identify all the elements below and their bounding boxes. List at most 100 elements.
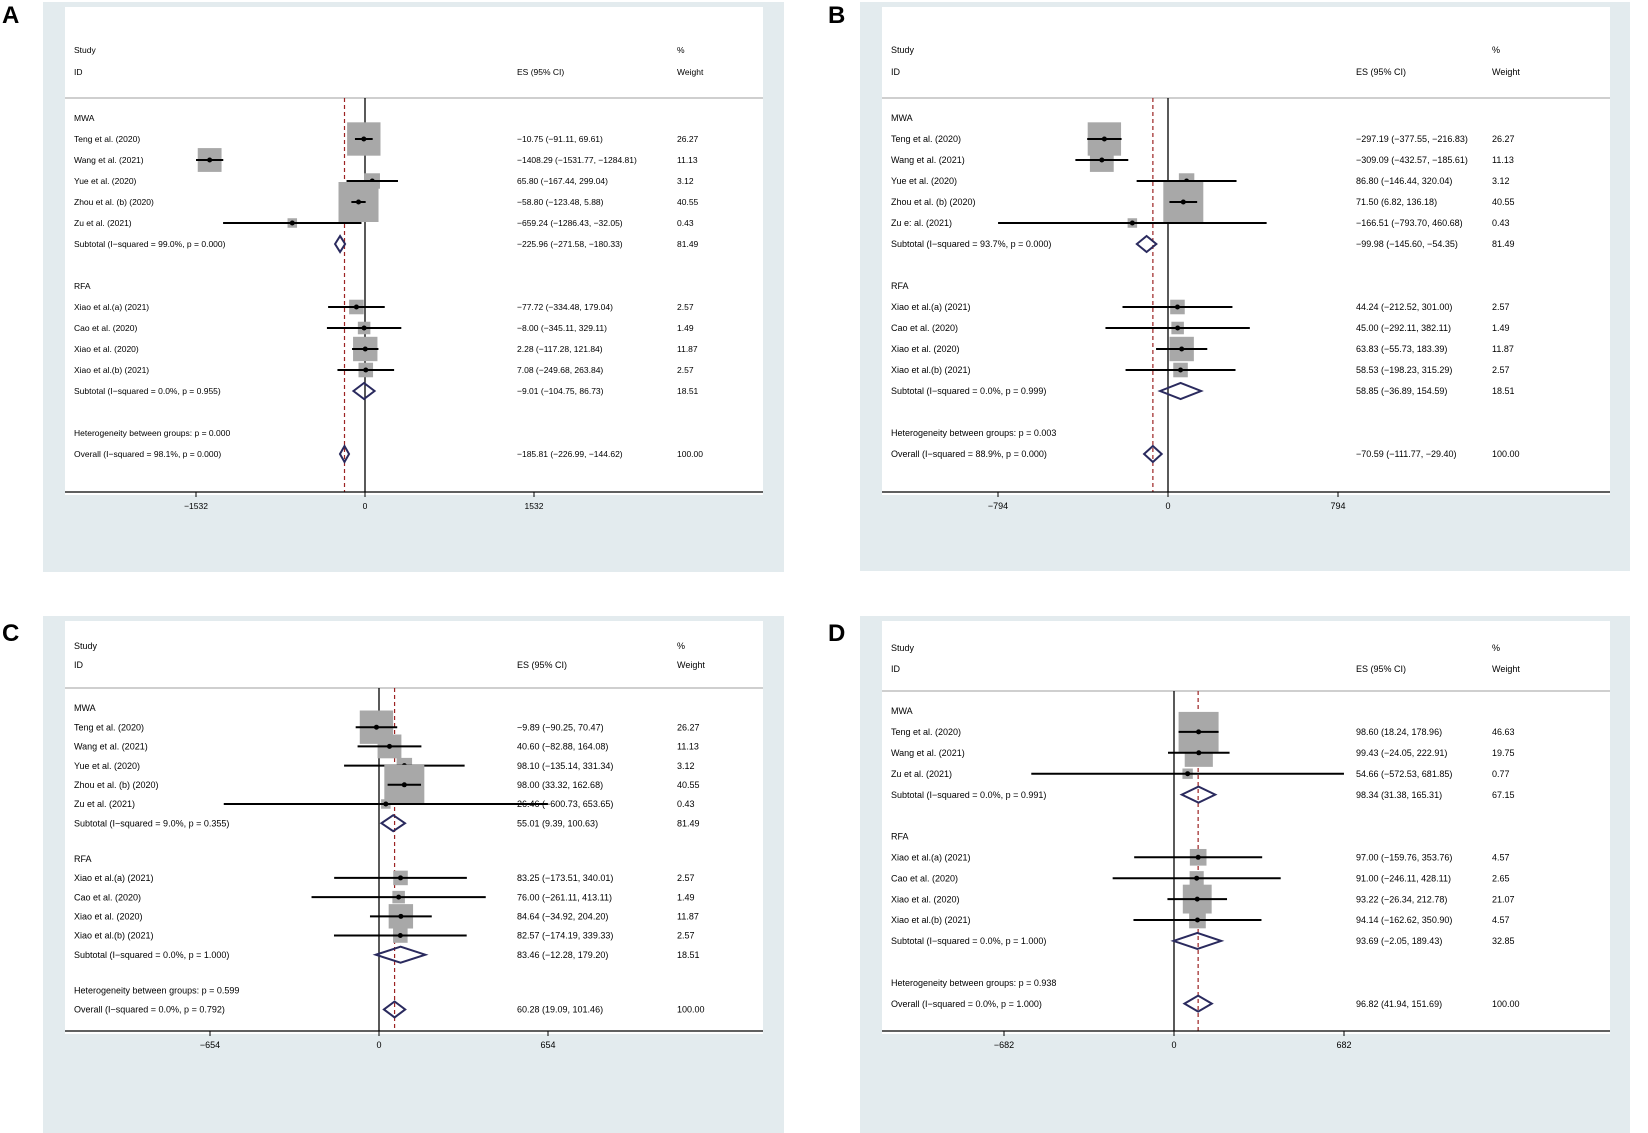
- point-estimate: [1129, 220, 1135, 226]
- header-percent: %: [677, 45, 685, 55]
- point-estimate: [398, 913, 404, 919]
- subtotal-weight-text: 81.49: [677, 239, 699, 249]
- subtotal-label: Subtotal (I−squared = 0.0%, p = 1.000): [891, 936, 1046, 946]
- study-ci-text: −58.80 (−123.48, 5.88): [517, 197, 604, 207]
- x-tick-label: 1532: [525, 501, 544, 511]
- overall-label: Overall (I−squared = 0.0%, p = 0.792): [74, 1005, 225, 1015]
- study-weight-text: 11.87: [677, 344, 698, 354]
- group-label: RFA: [891, 832, 909, 842]
- x-tick-label: 0: [1171, 1040, 1176, 1050]
- forest-plot-a: Study ID ES (95% CI)% Weight MWA Teng et al. …: [65, 7, 763, 511]
- study-weight-text: 2.57: [677, 302, 694, 312]
- x-tick-label: 0: [376, 1040, 381, 1050]
- overall-label: Overall (I−squared = 88.9%, p = 0.000): [891, 449, 1047, 459]
- header-es: ES (95% CI): [517, 660, 567, 670]
- study-label: Wang et al. (2021): [891, 155, 965, 165]
- forest-panel-d: Study ID ES (95% CI)% Weight MWA Teng et al. …: [860, 616, 1630, 1133]
- study-label: Cao et al. (2020): [74, 892, 141, 902]
- header-study: Study: [74, 45, 96, 55]
- panel-letter-a: A: [2, 2, 20, 29]
- subtotal-weight-text: 18.51: [677, 386, 699, 396]
- subtotal-label: Subtotal (I−squared = 0.0%, p = 0.999): [891, 386, 1046, 396]
- x-tick-label: −794: [988, 501, 1008, 511]
- overall-diamond: [338, 443, 351, 465]
- study-ci-text: 26.46 (−600.73, 653.65): [517, 799, 613, 809]
- overall-weight-text: 100.00: [1492, 999, 1520, 1009]
- point-estimate: [1179, 346, 1185, 352]
- point-estimate: [207, 157, 213, 163]
- overall-weight-text: 100.00: [677, 449, 703, 459]
- x-tick-label: 0: [363, 501, 368, 511]
- subtotal-diamond: [333, 234, 347, 254]
- subtotal-label: Subtotal (I−squared = 0.0%, p = 0.955): [74, 386, 221, 396]
- study-ci-text: −659.24 (−1286.43, −32.05): [517, 218, 623, 228]
- subtotal-weight-text: 67.15: [1492, 790, 1515, 800]
- study-ci-text: −8.00 (−345.11, 329.11): [517, 323, 607, 333]
- study-ci-text: −9.89 (−90.25, 70.47): [517, 722, 604, 732]
- header-weight: Weight: [677, 660, 705, 670]
- point-estimate: [363, 367, 369, 373]
- study-label: Xiao et al.(a) (2021): [74, 873, 154, 883]
- study-weight-text: 1.49: [677, 892, 695, 902]
- study-weight-text: 4.57: [1492, 852, 1510, 862]
- point-estimate: [1196, 729, 1202, 735]
- study-weight-text: 0.43: [1492, 218, 1510, 228]
- point-estimate: [356, 199, 362, 205]
- panel-letter-b: B: [828, 2, 846, 29]
- study-weight-text: 2.57: [1492, 302, 1510, 312]
- point-estimate: [396, 894, 402, 900]
- header-study: Study: [891, 643, 915, 653]
- study-weight-text: 3.12: [677, 761, 695, 771]
- header-es: ES (95% CI): [1356, 664, 1406, 674]
- group-label: RFA: [74, 281, 91, 291]
- study-weight-text: 40.55: [1492, 197, 1515, 207]
- group-label: MWA: [74, 113, 95, 123]
- study-label: Wang et al. (2021): [891, 748, 965, 758]
- study-weight-text: 11.87: [677, 911, 699, 921]
- point-estimate: [362, 346, 368, 352]
- subtotal-diamond: [351, 381, 377, 401]
- header-id: ID: [891, 664, 901, 674]
- study-weight-text: 0.77: [1492, 769, 1510, 779]
- panel-letter-c: C: [2, 620, 20, 647]
- study-ci-text: 63.83 (−55.73, 183.39): [1356, 344, 1447, 354]
- point-estimate: [361, 136, 367, 142]
- study-ci-text: 98.60 (18.24, 178.96): [1356, 727, 1442, 737]
- subtotal-ci-text: 93.69 (−2.05, 189.43): [1356, 936, 1442, 946]
- point-estimate: [398, 875, 404, 881]
- overall-diamond: [1142, 444, 1164, 464]
- study-ci-text: 94.14 (−162.62, 350.90): [1356, 915, 1452, 925]
- header-id: ID: [891, 67, 901, 77]
- subtotal-label: Subtotal (I−squared = 0.0%, p = 1.000): [74, 950, 229, 960]
- subtotal-label: Subtotal (I−squared = 99.0%, p = 0.000): [74, 239, 226, 249]
- study-label: Xiao et al. (2020): [74, 344, 139, 354]
- study-weight-text: 26.27: [677, 722, 700, 732]
- study-weight-text: 11.13: [1492, 155, 1514, 165]
- study-label: Yue et al. (2020): [74, 176, 137, 186]
- subtotal-weight-text: 81.49: [677, 818, 700, 828]
- study-label: Cao et al. (2020): [74, 323, 137, 333]
- group-label: MWA: [891, 113, 913, 123]
- study-label: Zu e: al. (2021): [891, 218, 952, 228]
- study-ci-text: 98.00 (33.32, 162.68): [517, 780, 603, 790]
- study-weight-text: 26.27: [1492, 134, 1515, 144]
- point-estimate: [1194, 875, 1200, 881]
- point-estimate: [353, 304, 359, 310]
- point-estimate: [383, 801, 389, 807]
- study-weight-text: 3.12: [677, 176, 694, 186]
- header-study: Study: [891, 45, 915, 55]
- study-ci-text: 44.24 (−212.52, 301.00): [1356, 302, 1452, 312]
- study-label: Wang et al. (2021): [74, 742, 148, 752]
- header-study: Study: [74, 641, 98, 651]
- study-ci-text: 84.64 (−34.92, 204.20): [517, 911, 608, 921]
- study-ci-text: −10.75 (−91.11, 69.61): [517, 134, 603, 144]
- overall-label: Overall (I−squared = 98.1%, p = 0.000): [74, 449, 221, 459]
- forest-plot-c: Study ID ES (95% CI)% Weight MWA Teng et al. …: [65, 621, 763, 1050]
- study-label: Xiao et al. (2020): [74, 911, 143, 921]
- point-estimate: [1178, 367, 1184, 373]
- study-ci-text: 2.28 (−117.28, 121.84): [517, 344, 603, 354]
- header-weight: Weight: [677, 67, 704, 77]
- point-estimate: [1195, 854, 1201, 860]
- study-weight-text: 0.43: [677, 218, 694, 228]
- subtotal-ci-text: −225.96 (−271.58, −180.33): [517, 239, 623, 249]
